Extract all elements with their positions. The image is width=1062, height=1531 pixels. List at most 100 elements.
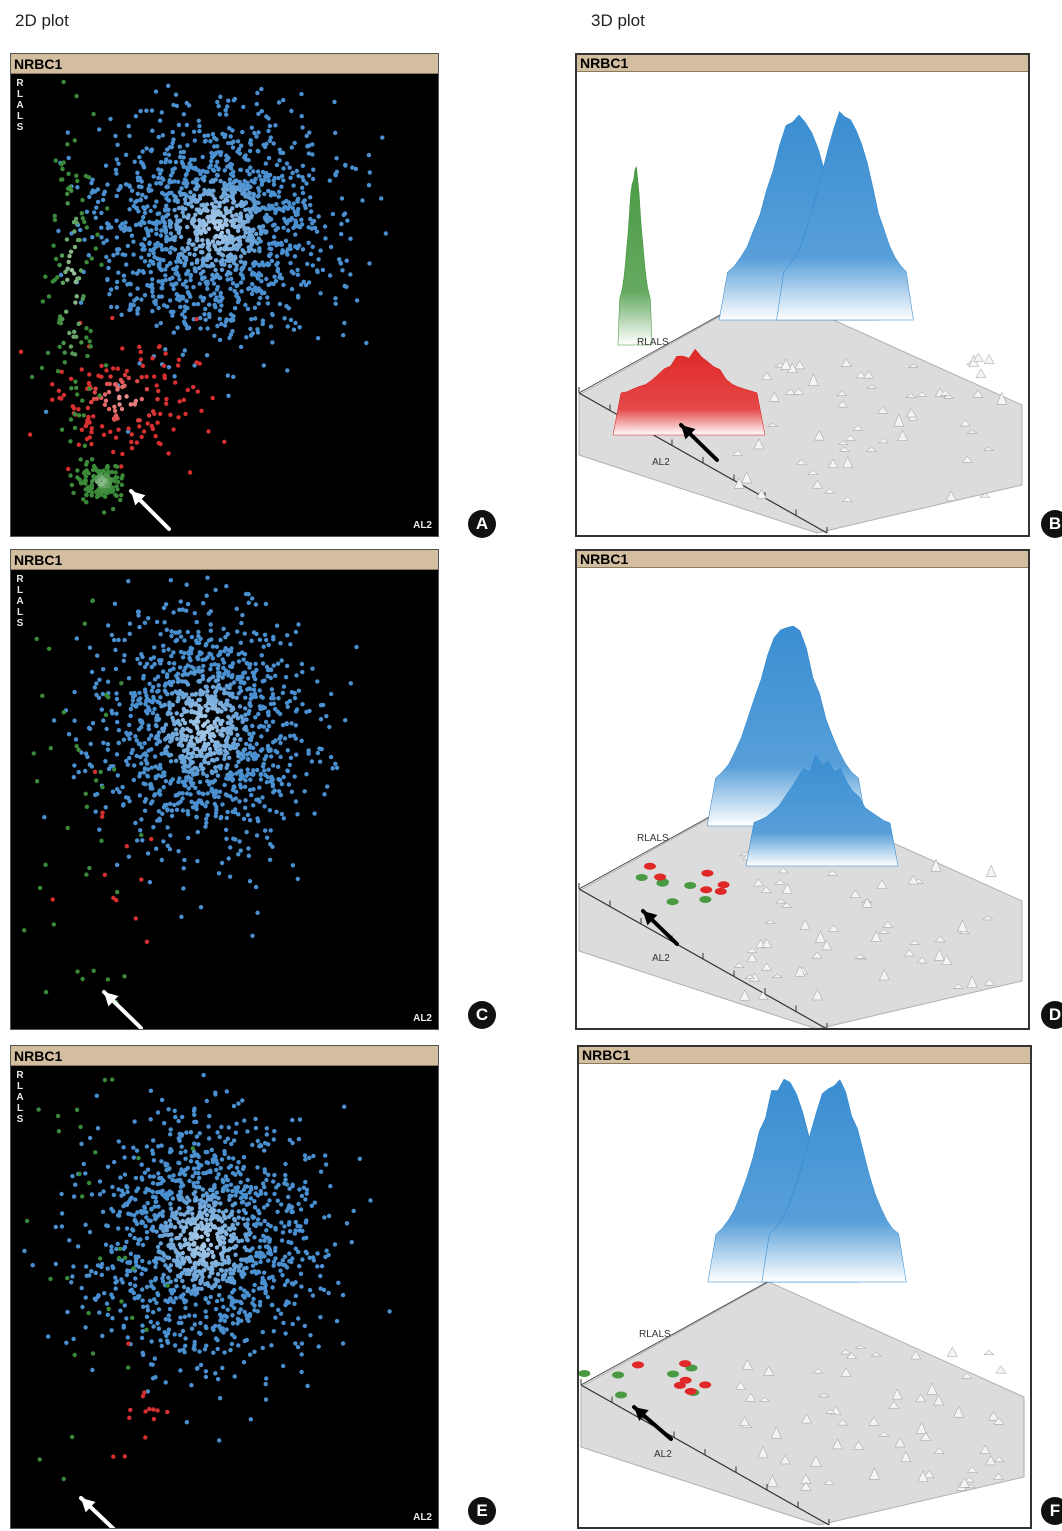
data-point xyxy=(99,210,104,216)
data-point xyxy=(260,661,266,666)
data-point xyxy=(173,758,179,763)
data-point xyxy=(113,167,119,172)
data-point xyxy=(310,152,315,157)
data-point xyxy=(194,317,199,322)
data-point xyxy=(241,657,246,662)
data-point xyxy=(243,798,248,803)
data-point xyxy=(236,1310,242,1315)
data-point xyxy=(242,652,248,657)
data-point xyxy=(262,1270,267,1275)
data-point xyxy=(153,434,158,439)
data-point xyxy=(108,429,113,434)
data-point xyxy=(190,217,195,222)
data-point xyxy=(182,1243,187,1248)
data-point xyxy=(64,309,69,314)
data-point xyxy=(200,676,206,682)
data-point xyxy=(238,768,244,773)
data-point xyxy=(227,1197,232,1202)
data-point xyxy=(150,128,155,133)
data-point xyxy=(182,1314,187,1319)
data-point xyxy=(217,743,222,748)
data-point xyxy=(129,432,134,437)
data-point xyxy=(282,205,287,210)
data-point xyxy=(114,484,119,489)
peak-blob xyxy=(654,873,667,881)
data-point xyxy=(119,1277,124,1282)
peak-blob xyxy=(717,881,730,889)
peak-blob xyxy=(700,886,713,894)
data-point xyxy=(143,689,148,695)
data-point xyxy=(262,191,267,197)
data-point xyxy=(155,1408,160,1413)
data-point xyxy=(112,408,118,413)
data-point xyxy=(116,270,121,275)
data-point xyxy=(163,267,168,272)
data-point xyxy=(142,206,147,212)
data-point xyxy=(164,239,169,244)
data-point xyxy=(238,777,243,782)
data-point xyxy=(185,224,190,230)
data-point xyxy=(132,1296,137,1301)
data-point xyxy=(144,1144,150,1149)
data-point xyxy=(268,701,274,707)
data-point xyxy=(108,476,113,482)
data-point xyxy=(179,186,184,191)
data-point xyxy=(90,235,95,240)
data-point xyxy=(183,411,188,417)
data-point xyxy=(219,267,225,272)
data-point xyxy=(163,351,168,356)
surface-bump xyxy=(893,413,905,427)
data-point xyxy=(295,1223,300,1229)
data-point xyxy=(82,443,88,448)
data-point xyxy=(157,118,163,123)
data-point xyxy=(258,228,264,234)
data-point xyxy=(215,1377,221,1382)
data-point xyxy=(89,430,94,435)
data-point xyxy=(192,138,197,143)
data-point xyxy=(95,232,100,237)
data-point xyxy=(109,304,114,310)
surface-bump xyxy=(907,874,919,885)
data-point xyxy=(214,1214,220,1219)
data-point xyxy=(256,149,261,154)
data-point xyxy=(251,768,256,773)
data-point xyxy=(236,659,242,664)
data-point xyxy=(224,584,229,589)
surface-bump xyxy=(808,373,819,386)
surface-bump xyxy=(905,408,917,418)
data-point xyxy=(130,1227,135,1232)
data-point xyxy=(230,673,235,678)
data-point xyxy=(178,1332,183,1338)
data-point xyxy=(290,863,296,868)
data-point xyxy=(226,691,232,696)
data-point xyxy=(231,314,236,319)
data-point xyxy=(302,1323,307,1329)
surface-bump xyxy=(774,879,786,885)
data-point xyxy=(215,159,220,164)
data-point xyxy=(207,1113,212,1119)
data-point xyxy=(104,1301,110,1306)
data-point xyxy=(172,1343,178,1348)
data-point xyxy=(159,857,164,863)
data-point xyxy=(119,406,125,412)
data-point xyxy=(190,805,196,810)
data-point xyxy=(251,198,256,203)
data-point xyxy=(285,1279,290,1284)
data-point xyxy=(265,710,271,715)
data-point xyxy=(216,764,222,769)
data-point xyxy=(240,719,245,724)
data-point xyxy=(100,1333,105,1339)
data-point xyxy=(203,306,208,312)
data-point xyxy=(88,344,94,349)
data-point xyxy=(186,696,192,701)
data-point xyxy=(322,1215,327,1220)
data-point xyxy=(189,769,194,774)
data-point xyxy=(100,1209,106,1214)
data-point xyxy=(122,1454,128,1459)
data-point xyxy=(113,647,118,653)
data-point xyxy=(117,1209,123,1215)
data-point xyxy=(213,706,219,712)
data-point xyxy=(310,176,316,182)
data-point xyxy=(139,1271,144,1277)
data-point xyxy=(80,976,85,982)
